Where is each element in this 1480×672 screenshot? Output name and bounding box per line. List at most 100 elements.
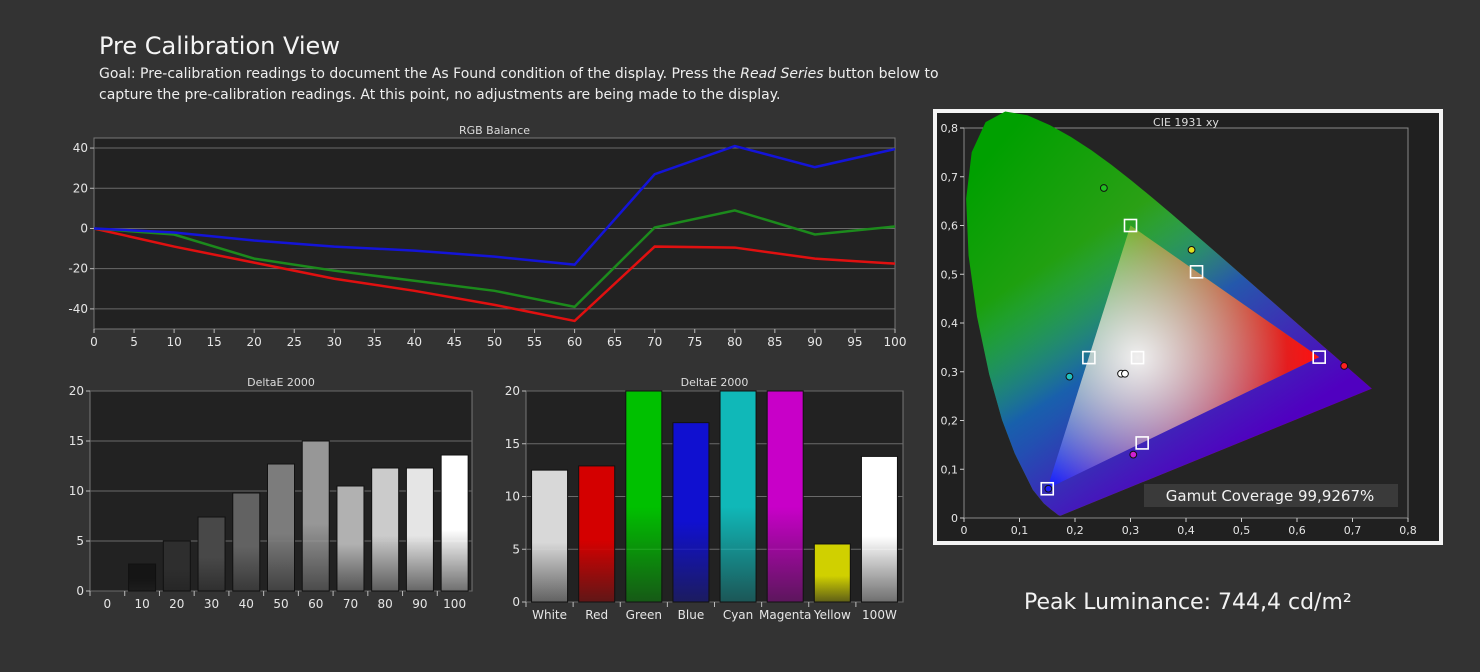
bar-90 [405,467,434,592]
y-tick-label: 40 [73,141,88,155]
bar-40 [232,492,261,592]
x-tick-label: 0 [961,524,968,537]
x-tick-label: 100 [884,335,907,349]
x-tick-label: 35 [367,335,382,349]
x-tick-label: 5 [130,335,138,349]
x-tick-label: Cyan [723,608,753,622]
y-tick-label: 5 [76,534,84,548]
y-tick-label: 0,4 [941,317,959,330]
x-tick-label: 0,2 [1066,524,1084,537]
x-tick-label: 80 [727,335,742,349]
x-tick-label: 50 [487,335,502,349]
bar-cyan [719,390,757,603]
series-line-0 [93,227,896,323]
x-tick-label: 0,7 [1344,524,1362,537]
x-tick-label: 45 [447,335,462,349]
measured-point [1129,450,1138,459]
bar-100 [440,454,469,592]
bar-20 [162,540,191,592]
measured-point [1187,245,1196,254]
x-tick-label: 0,8 [1399,524,1417,537]
gamut-coverage-box [1144,484,1398,507]
measured-point [1065,372,1074,381]
bar-10 [128,563,157,592]
x-tick-label: 25 [287,335,302,349]
bar-yellow [813,543,851,603]
y-tick-label: 0 [951,512,958,525]
bar-white [531,469,569,603]
x-tick-label: 10 [166,335,181,349]
chart-title: RGB Balance [459,124,530,137]
x-tick-label: 10 [134,597,149,611]
x-tick-label: 100W [862,608,897,622]
x-tick-label: Blue [678,608,705,622]
bar-magenta [766,390,804,603]
y-tick-label: 20 [69,384,84,398]
series-line-2 [93,144,896,266]
x-tick-label: 40 [239,597,254,611]
x-tick-label: Yellow [813,608,851,622]
bar-60 [301,440,330,592]
cie-1931-chart: CIE 1931 xy 0,8 0,7 0,6 0,5 0,4 0,3 0,2 0,1 00 0,1… [933,109,1443,545]
y-tick-label: 5 [512,542,520,556]
y-tick-label: 10 [69,484,84,498]
y-tick-label: 15 [505,437,520,451]
x-tick-label: 0,1 [1011,524,1029,537]
x-tick-label: 100 [443,597,466,611]
x-tick-label: 0,3 [1122,524,1140,537]
x-tick-label: Green [626,608,662,622]
x-tick-label: 0 [90,335,98,349]
read-series-reference: Read Series [740,66,824,82]
x-tick-label: 70 [343,597,358,611]
chart-title: DeltaE 2000 [681,376,749,389]
y-tick-label: 0,8 [941,122,959,135]
chart-title: DeltaE 2000 [247,376,315,389]
bar-100w [860,455,898,603]
x-tick-label: 75 [687,335,702,349]
page-title: Pre Calibration View [99,32,340,60]
target-marker [1312,350,1327,364]
x-tick-label: White [532,608,567,622]
x-tick-label: 0,5 [1233,524,1251,537]
measured-point [1121,369,1129,378]
target-marker [1189,265,1204,279]
rgb-balance-chart: RGB Balance 40 20 0 -20 -40 0 5 10 15 20 25 30 35 40 45… [68,124,907,349]
x-tick-label: 70 [647,335,662,349]
bar-blue [672,422,710,603]
x-tick-label: 95 [847,335,862,349]
x-tick-label: 20 [169,597,184,611]
target-marker [1082,350,1096,365]
gamut-triangle-white [1047,225,1320,489]
goal-text-start: Goal: Pre-calibration readings to docume… [99,66,741,82]
y-tick-label: 20 [505,384,520,398]
gamut-coverage: Gamut Coverage 99,9267% [1166,487,1375,505]
y-tick-label: 20 [73,181,88,195]
x-tick-label: 50 [273,597,288,611]
bar-50 [267,463,295,592]
x-tick-label: 0,4 [1177,524,1195,537]
bar-green [625,390,663,603]
y-tick-label: 10 [505,490,520,504]
bar-80 [371,467,400,592]
goal-text: Goal: Pre-calibration readings to docume… [99,64,979,106]
y-tick-label: 0,6 [941,220,959,233]
y-tick-label: 0 [512,595,520,609]
x-tick-label: 20 [247,335,262,349]
x-tick-label: 30 [327,335,342,349]
deltae-color-chart: DeltaE 2000 20 15 10 5 0 White Red Green Blue Cyan… [505,376,904,622]
bar-30 [197,516,226,592]
target-marker [1130,350,1145,365]
x-tick-label: 15 [207,335,222,349]
x-tick-label: Magenta [759,608,811,622]
bar-red [578,465,616,603]
y-tick-label: -20 [68,262,88,276]
y-tick-label: 0 [76,584,84,598]
x-tick-label: 0,6 [1288,524,1306,537]
x-tick-label: 60 [567,335,582,349]
x-tick-label: 60 [308,597,323,611]
x-tick-label: 65 [607,335,622,349]
target-marker [1135,436,1149,450]
measured-point [1099,184,1108,192]
measured-point [1340,362,1349,370]
